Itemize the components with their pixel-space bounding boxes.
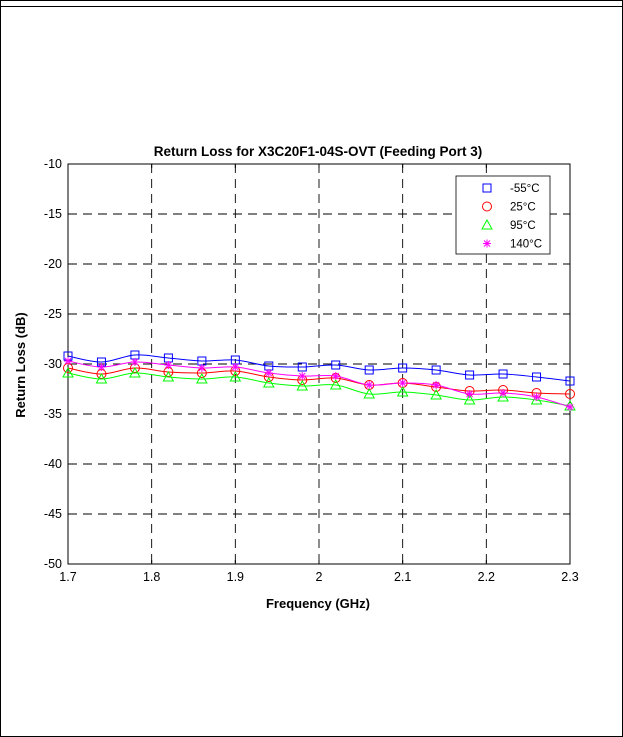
data-point [365,381,374,389]
legend-marker [481,218,493,230]
x-tick-label: 2.3 [561,570,578,584]
y-tick-label: -40 [44,457,62,471]
data-point [296,379,309,391]
data-point [566,403,574,411]
series-layer [62,350,576,411]
legend-marker [483,239,491,248]
legend: -55°C 25°C 95°C 140°C [455,175,551,255]
y-tick-label: -10 [44,157,62,171]
x-axis-label: Frequency (GHz) [266,596,370,611]
x-tick-label: 1.8 [143,570,160,584]
data-point [262,376,275,388]
data-point [396,385,409,397]
y-tick-label: -35 [44,407,62,421]
y-tick-label: -15 [44,207,62,221]
legend-box [455,175,551,255]
x-tick-label: 2.2 [478,570,495,584]
chart-title: Return Loss for X3C20F1-04S-OVT (Feeding… [154,144,483,159]
legend-entry-label: 25°C [510,202,536,214]
data-point [130,358,139,366]
data-point [331,372,340,380]
data-point [162,370,175,382]
legend-marker [482,201,492,212]
data-point [498,369,508,379]
x-tick-label: 2.1 [394,570,411,584]
top-rule [0,6,623,7]
data-point [64,357,72,365]
series-line [67,372,571,407]
data-point [465,390,474,398]
y-tick-label: -30 [44,357,62,371]
data-point [532,393,541,401]
data-point [499,389,508,397]
x-tick-label: 1.7 [59,570,76,584]
x-tick-label: 2 [316,570,323,584]
data-point [329,378,342,390]
data-point [398,379,407,387]
data-point [364,365,374,375]
y-tick-label: -50 [44,557,62,571]
series-3 [64,357,574,411]
series-line [67,354,571,382]
data-point [398,363,408,373]
data-point [164,361,173,369]
data-point [565,376,575,386]
data-point [363,387,376,399]
series-2 [62,366,576,411]
data-point [465,370,475,380]
y-tick-label: -45 [44,507,62,521]
data-point [432,381,441,389]
series-line [67,367,571,395]
data-point [298,372,307,380]
data-point [431,365,441,375]
data-point [197,364,206,372]
data-point [264,369,273,377]
data-point [463,393,476,405]
legend-entry-label: 140°C [510,239,542,251]
series-line [67,360,571,408]
data-point [231,363,240,371]
data-point [196,372,208,384]
data-point [532,372,542,382]
legend-entry-label: 95°C [510,220,536,232]
data-point [297,362,307,372]
data-point [565,389,575,399]
y-tick-label: -20 [44,257,62,271]
data-point [497,390,509,402]
legend-marker [482,183,492,193]
data-point [62,366,74,378]
x-tick-label: 1.9 [227,570,244,584]
data-point [430,388,442,400]
data-point [331,360,341,370]
data-point [229,370,242,382]
legend-entry-label: -55°C [510,183,540,195]
tick-layer: 1.7 1.8 1.9 2 2.1 2.2 2.3 -10 -15 -20 -25 -30 -35 -40… [44,157,579,584]
grid-layer [68,164,570,564]
data-point [129,366,141,378]
data-point [97,363,106,371]
y-tick-label: -25 [44,307,62,321]
data-point [95,372,108,384]
y-axis-label: Return Loss (dB) [13,312,28,417]
